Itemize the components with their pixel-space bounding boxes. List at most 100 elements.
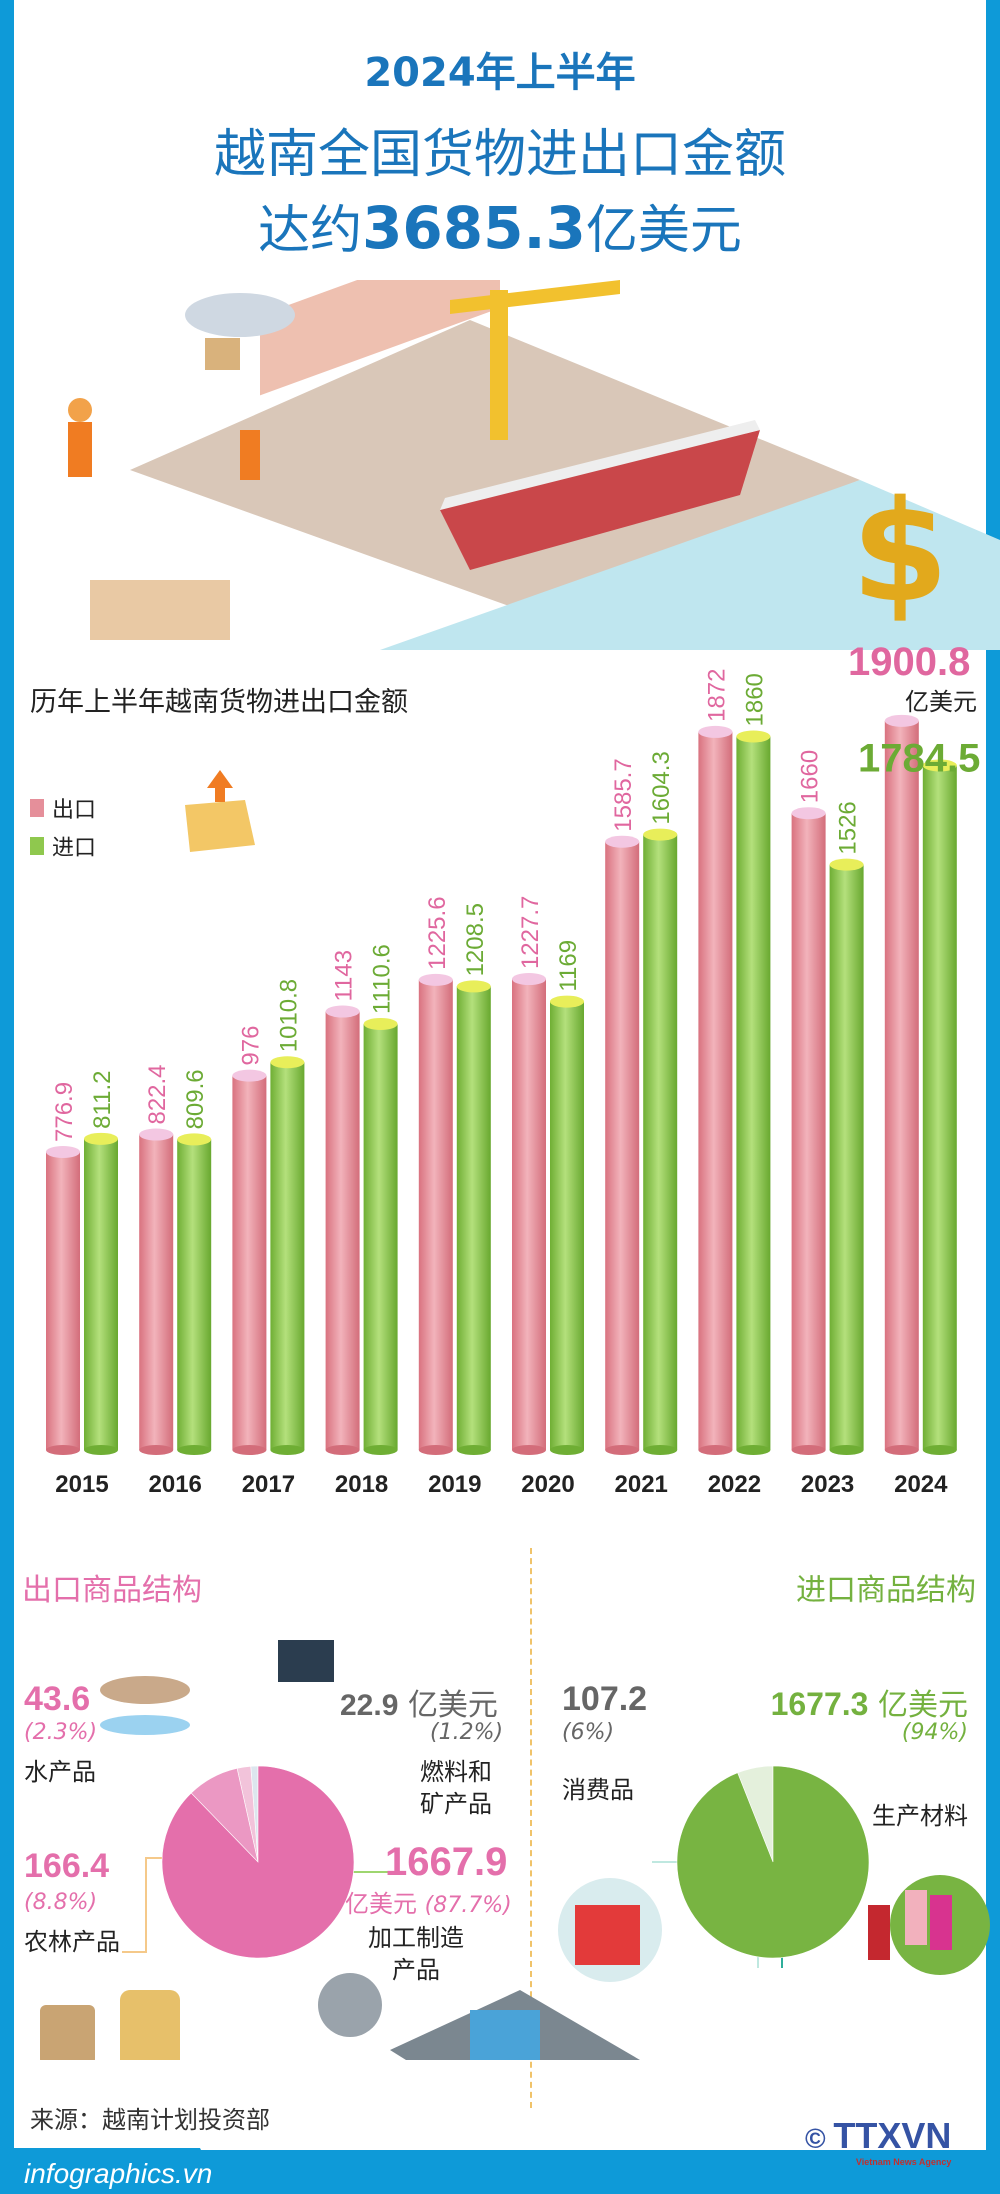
export-value-label-2016: 822.4 bbox=[144, 1064, 171, 1124]
bar-cap bbox=[456, 980, 491, 993]
bar-cap bbox=[698, 725, 733, 738]
box-icon bbox=[205, 338, 240, 370]
port-illustration: $ bbox=[68, 280, 1000, 650]
bar-chart: 776.9 811.2 2015 822.4 809.6 2016 976 1010.8 201… bbox=[46, 640, 980, 1498]
import-value-label-2022: 1860 bbox=[741, 673, 768, 726]
fuel-pct: (1.2%) bbox=[430, 1720, 504, 1745]
export-bar-2017 bbox=[232, 1075, 267, 1450]
containers bbox=[260, 280, 500, 396]
title-main: 越南全国货物进出口金额 bbox=[213, 125, 786, 185]
fuel-label-1: 燃料和 bbox=[420, 1758, 492, 1786]
tree-stump-icon bbox=[40, 2005, 95, 2060]
bar-base bbox=[325, 1445, 360, 1455]
bar-base bbox=[736, 1445, 771, 1455]
boxes-icon bbox=[90, 580, 230, 640]
agri-value: 166.4 bbox=[24, 1847, 110, 1885]
bar-base bbox=[791, 1445, 826, 1455]
year-label-2017: 2017 bbox=[242, 1471, 295, 1498]
export-value-label-2019: 1225.6 bbox=[424, 896, 451, 969]
export-value-label-2018: 1143 bbox=[331, 950, 358, 1002]
legend-import: 进口 bbox=[30, 830, 96, 862]
import-bar-2020 bbox=[550, 1001, 584, 1450]
export-bar-2022 bbox=[698, 731, 733, 1450]
agri-pct: (8.8%) bbox=[24, 1890, 98, 1915]
fuel-label-2: 矿产品 bbox=[420, 1790, 492, 1818]
dollar-icon: $ bbox=[851, 471, 948, 634]
bar-cap bbox=[177, 1133, 212, 1146]
aquatic-value: 43.6 bbox=[24, 1680, 91, 1718]
import-value-label-2016: 809.6 bbox=[182, 1069, 209, 1129]
export-bar-2015 bbox=[46, 1151, 80, 1450]
manufacturing-pct: (87.7%) bbox=[424, 1893, 512, 1918]
port-ground bbox=[130, 320, 860, 610]
section-divider bbox=[530, 1548, 532, 2108]
bar-base bbox=[698, 1445, 733, 1455]
legend-export: 出口 bbox=[30, 792, 96, 824]
import-bar-2019 bbox=[456, 986, 491, 1450]
year-label-2016: 2016 bbox=[149, 1471, 202, 1498]
bar-cap bbox=[232, 1069, 267, 1082]
import-bar-2016 bbox=[177, 1139, 212, 1450]
year-label-2023: 2023 bbox=[801, 1471, 854, 1498]
export-bar-2018 bbox=[325, 1011, 360, 1450]
splash bbox=[100, 1715, 190, 1735]
bar-cap bbox=[829, 858, 864, 871]
import-bar-2017 bbox=[270, 1062, 305, 1450]
year-label-2021: 2021 bbox=[615, 1471, 668, 1498]
title-prefix: 达约 bbox=[258, 201, 363, 261]
bar-cap bbox=[922, 759, 957, 772]
open-box-icon bbox=[185, 770, 255, 852]
export-value-label-2024: 1900.8 bbox=[848, 640, 970, 684]
bar-base bbox=[922, 1445, 957, 1455]
bar-cap bbox=[884, 714, 919, 727]
export-bar-2021 bbox=[605, 841, 640, 1450]
bar-base bbox=[84, 1445, 118, 1455]
import-bar-2023 bbox=[829, 864, 864, 1450]
bar-cap bbox=[512, 973, 546, 986]
spool bbox=[868, 1905, 890, 1960]
consumer-label: 消费品 bbox=[562, 1776, 634, 1804]
bar-cap bbox=[418, 973, 453, 986]
year-label-2024: 2024 bbox=[894, 1471, 948, 1498]
worker-body bbox=[68, 422, 92, 477]
agency-name: TTXVN bbox=[833, 2115, 952, 2156]
legend-label: 进口 bbox=[52, 836, 97, 861]
manufacturing-unit-row: 亿美元 (87.7%) bbox=[345, 1884, 512, 1919]
manufacturing-label-1: 加工制造 bbox=[368, 1924, 464, 1952]
export-value-label-2023: 1660 bbox=[797, 750, 824, 803]
bar-cap bbox=[46, 1145, 80, 1158]
worker-icon bbox=[68, 398, 92, 422]
legend-label: 出口 bbox=[52, 798, 97, 823]
title-year: 2024年上半年 bbox=[364, 50, 636, 96]
ship-deck bbox=[440, 420, 760, 510]
bar-cap bbox=[736, 730, 771, 743]
bar-base bbox=[46, 1445, 80, 1455]
cart-items bbox=[575, 1905, 640, 1965]
bar-cap bbox=[550, 995, 584, 1008]
bar-cap bbox=[139, 1128, 174, 1141]
consumer-value: 107.2 bbox=[562, 1680, 648, 1718]
fuel-unit: 亿美元 bbox=[407, 1688, 498, 1723]
airplane-icon bbox=[185, 293, 295, 337]
bar-cap bbox=[84, 1132, 118, 1145]
legend-swatch-import bbox=[30, 837, 44, 855]
bar-cap bbox=[791, 807, 826, 820]
factory-building bbox=[470, 2010, 540, 2060]
import-bar-2015 bbox=[84, 1138, 118, 1450]
import-bar-2022 bbox=[736, 736, 771, 1450]
consumer-pct: (6%) bbox=[562, 1720, 615, 1745]
bar-base bbox=[512, 1445, 546, 1455]
wheat-icon bbox=[120, 1990, 180, 2060]
import-value-label-2021: 1604.3 bbox=[648, 751, 675, 824]
bar-base bbox=[605, 1445, 640, 1455]
export-bar-2024 bbox=[884, 720, 919, 1450]
year-label-2018: 2018 bbox=[335, 1471, 388, 1498]
site-link[interactable]: infographics.vn bbox=[24, 2158, 213, 2189]
manufacturing-unit: 亿美元 bbox=[345, 1890, 417, 1918]
bar-base bbox=[177, 1445, 212, 1455]
title-total: 达约3685.3亿美元 bbox=[0, 188, 1000, 263]
import-value-label-2019: 1208.5 bbox=[462, 903, 489, 976]
import-value-label-2015: 811.2 bbox=[89, 1071, 116, 1129]
bar-cap bbox=[325, 1005, 360, 1018]
bar-base bbox=[270, 1445, 305, 1455]
